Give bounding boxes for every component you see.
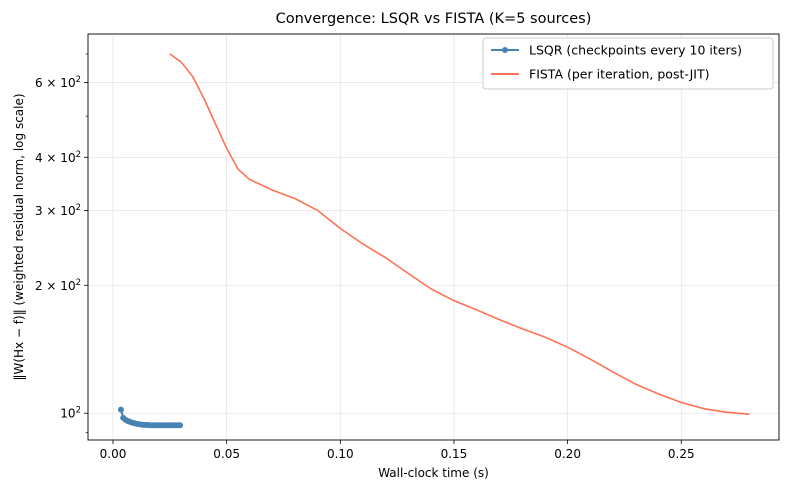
y-tick-label: 3 × 102 bbox=[35, 203, 81, 218]
legend: LSQR (checkpoints every 10 iters) FISTA … bbox=[482, 37, 774, 90]
x-tick-label: 0.25 bbox=[668, 447, 695, 461]
plot-series bbox=[117, 53, 750, 429]
x-axis-label: Wall-clock time (s) bbox=[378, 466, 489, 480]
x-tick-label: 0.20 bbox=[554, 447, 581, 461]
x-axis: 0.00 0.05 0.10 0.15 0.20 0.25 bbox=[100, 440, 695, 461]
y-tick-label: 4 × 102 bbox=[35, 150, 81, 165]
x-tick-label: 0.00 bbox=[100, 447, 127, 461]
plot-frame bbox=[87, 33, 780, 441]
legend-lsqr-marker bbox=[502, 47, 508, 53]
lsqr-point bbox=[117, 406, 124, 413]
x-tick-label: 0.05 bbox=[213, 447, 240, 461]
x-tick-label: 0.10 bbox=[327, 447, 354, 461]
y-tick-label: 2 × 102 bbox=[35, 278, 81, 293]
y-axis: 102 2 × 102 3 × 102 4 × 102 6 × 102 bbox=[35, 53, 88, 433]
x-tick-label: 0.15 bbox=[441, 447, 468, 461]
legend-lsqr-label: LSQR (checkpoints every 10 iters) bbox=[529, 43, 742, 58]
chart-title: Convergence: LSQR vs FISTA (K=5 sources) bbox=[276, 11, 592, 27]
legend-box bbox=[482, 37, 774, 90]
y-tick-label: 6 × 102 bbox=[35, 75, 81, 90]
series-line-1 bbox=[169, 53, 750, 415]
y-tick-label: 102 bbox=[60, 406, 81, 421]
legend-fista-label: FISTA (per iteration, post-JIT) bbox=[529, 67, 709, 82]
lsqr-point bbox=[177, 422, 184, 429]
y-axis-label: ‖W(Hx − f)‖ (weighted residual norm, log… bbox=[12, 93, 26, 380]
